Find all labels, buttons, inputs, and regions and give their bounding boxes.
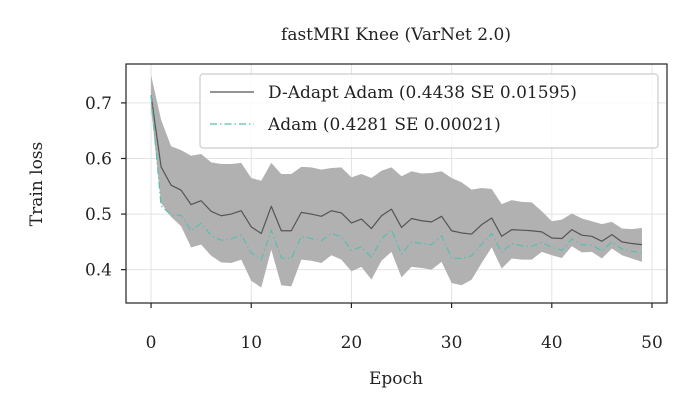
series-line-0 [150,95,643,246]
y-tick-label: 0.7 [85,94,112,114]
y-axis: 0.4 0.5 0.6 0.7 [85,94,126,281]
legend-label-adam: Adam (0.4281 SE 0.00021) [267,115,501,135]
x-tick-label: 40 [541,333,563,353]
y-tick-label: 0.5 [85,205,112,225]
x-axis: 0 10 20 30 40 50 [146,303,663,353]
x-axis-label: Epoch [369,369,423,389]
legend-box [199,73,659,149]
x-tick-label: 50 [641,333,663,353]
series-line-1 [150,95,643,261]
y-tick-label: 0.4 [85,261,112,281]
x-tick-label: 30 [441,333,463,353]
series-lines-layer [150,95,643,261]
legend-label-d-adapt-adam: D-Adapt Adam (0.4438 SE 0.01595) [268,83,577,103]
chart-title: fastMRI Knee (VarNet 2.0) [281,25,511,45]
x-tick-label: 20 [341,333,363,353]
confidence-band-layer [151,75,642,288]
x-tick-label: 0 [146,333,157,353]
legend: D-Adapt Adam (0.4438 SE 0.01595) Adam (0… [199,73,659,149]
y-tick-label: 0.6 [85,149,112,169]
confidence-band-0 [151,75,642,288]
y-axis-label: Train loss [27,142,47,227]
x-tick-label: 10 [240,333,262,353]
plot-frame [125,63,668,304]
